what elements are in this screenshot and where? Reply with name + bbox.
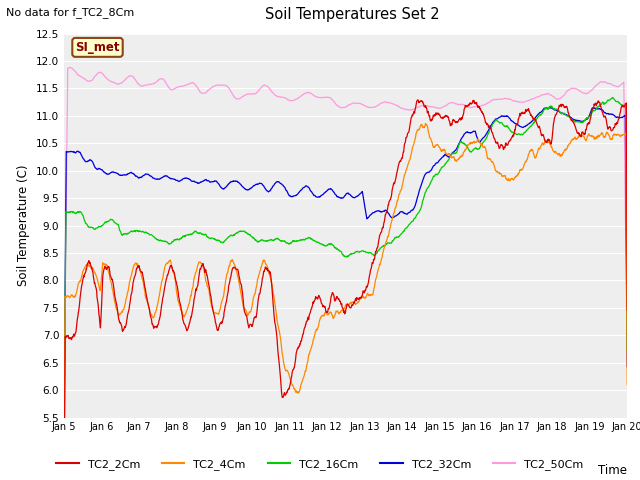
Y-axis label: Soil Temperature (C): Soil Temperature (C) (17, 165, 30, 287)
Text: No data for f_TC2_8Cm: No data for f_TC2_8Cm (6, 7, 134, 18)
Text: Soil Temperatures Set 2: Soil Temperatures Set 2 (265, 7, 439, 22)
Legend: TC2_2Cm, TC2_4Cm, TC2_16Cm, TC2_32Cm, TC2_50Cm: TC2_2Cm, TC2_4Cm, TC2_16Cm, TC2_32Cm, TC… (52, 455, 588, 474)
Text: SI_met: SI_met (76, 41, 120, 54)
Text: Time: Time (598, 464, 627, 477)
